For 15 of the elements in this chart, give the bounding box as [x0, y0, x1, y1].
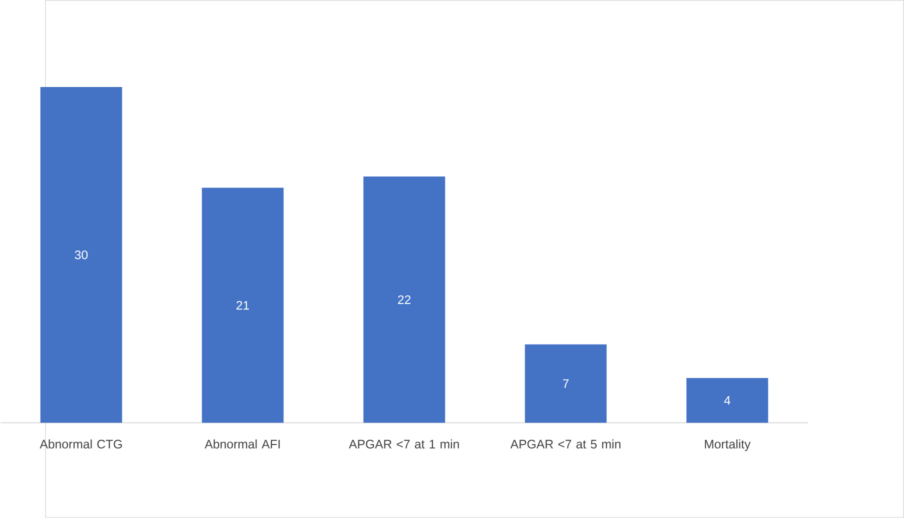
- data-label: 21: [236, 301, 250, 310]
- bar: [686, 378, 768, 423]
- x-tick-label: Abnormal CTG: [40, 440, 122, 449]
- x-tick-label: Mortality: [704, 440, 751, 452]
- data-label: 7: [562, 379, 569, 388]
- x-tick-label: APGAR <7 at 1 min: [348, 440, 459, 449]
- bar: [202, 188, 284, 423]
- bar: [524, 344, 607, 423]
- x-tick-label: Abnormal AFI: [204, 440, 280, 449]
- data-label: 30: [74, 250, 88, 260]
- data-label: 22: [398, 295, 411, 304]
- bar: [363, 176, 446, 423]
- data-label: 4: [724, 396, 730, 405]
- x-tick-label: APGAR <7 at 5 min: [510, 440, 620, 449]
- bar: [40, 87, 122, 423]
